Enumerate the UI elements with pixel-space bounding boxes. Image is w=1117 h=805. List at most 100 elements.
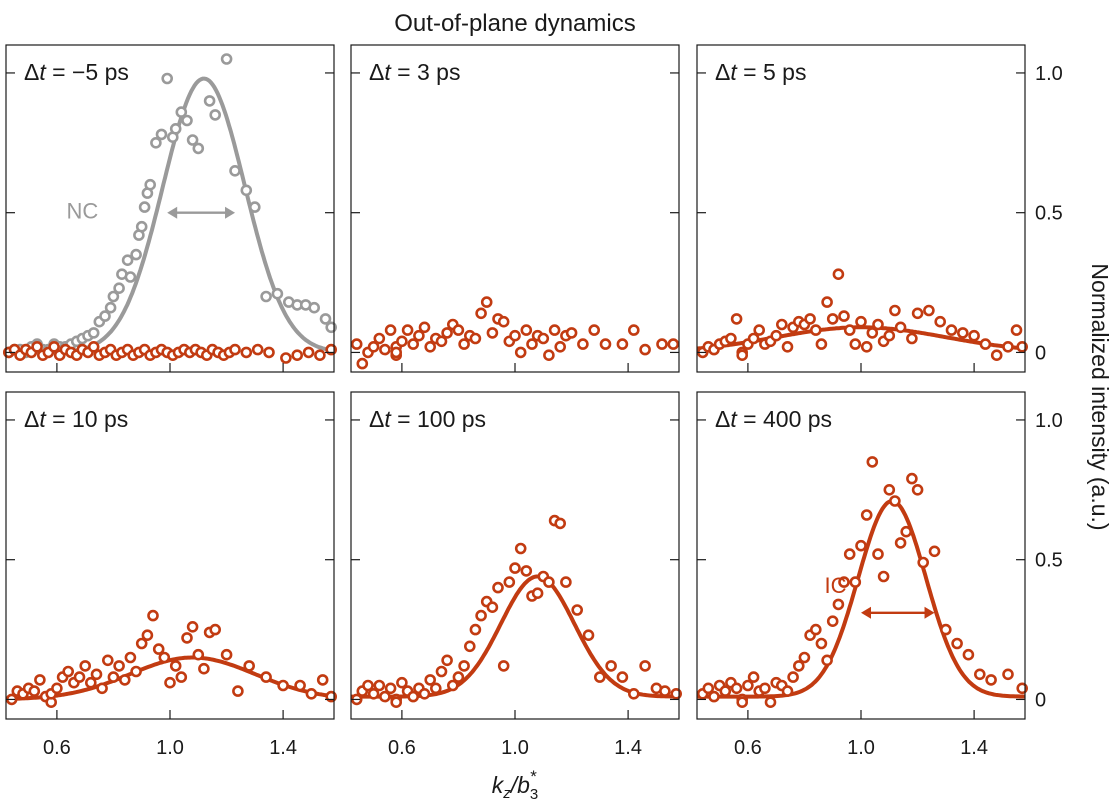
data-point [99,310,111,322]
data-point [186,134,199,146]
data-point [781,340,794,353]
data-point [492,581,504,594]
data-point [826,615,839,628]
data-point [124,651,137,664]
data-point [79,660,91,672]
x-tick-label: 0.6 [734,737,762,759]
data-point [418,321,431,334]
x-tick-label: 1.0 [501,737,529,759]
data-point [906,332,918,345]
data-point [192,142,205,155]
panel-label-t: t [730,406,738,432]
data-point [169,123,182,135]
data-point [119,674,131,686]
data-point [889,304,901,317]
data-point [104,301,117,314]
data-point [753,324,766,336]
data-point [934,315,947,328]
data-point [203,95,216,107]
data-point [588,324,601,336]
data-point [1002,668,1014,681]
data-point [384,682,397,695]
data-point [198,662,210,675]
data-point [407,338,420,350]
data-point [62,665,74,678]
data-point [973,668,986,681]
data-point [271,287,284,300]
y-axis-label: Normalized intensity (a.u.) [1087,263,1113,530]
data-point [815,637,828,650]
data-point [413,329,425,342]
panel-label-delta: Δ [369,406,384,432]
data-point [565,327,578,339]
data-point [229,165,241,177]
panel-label-value: −5 ps [72,59,129,85]
data-point [894,321,907,334]
data-point [452,324,465,336]
panel-label: Δt = 400 ps [715,406,832,432]
data-point [350,338,363,350]
arrow-head-right [225,206,236,219]
data-point [821,296,833,308]
arrow-head-left [861,606,871,619]
data-point [469,623,482,636]
data-point [838,310,850,322]
annotation-label: NC [66,198,98,223]
data-point [883,483,896,496]
data-point [809,324,822,336]
panel-label: Δt = 100 ps [369,406,486,432]
panel-6: IC 0 0.5 1.0 0.6 1.0 1.4 Δt = 400 ps [696,391,1063,759]
data-point [152,643,165,655]
data-point [164,676,176,689]
data-point [356,357,369,370]
x-axis-label-slash-b: /b [509,772,530,798]
data-point [985,674,997,686]
data-point [291,349,304,362]
data-point [181,632,193,644]
data-point [141,629,154,642]
y-tick-label: 1.0 [1035,410,1063,432]
data-point [475,609,487,622]
data-point [764,696,777,709]
data-point [367,340,380,353]
data-point [87,327,100,339]
data-point [866,327,879,339]
panel-label-value: 3 ps [417,59,460,85]
figure-title: Out-of-plane dynamics [394,10,635,37]
data-point [130,248,142,261]
data-point [107,290,120,303]
data-point [775,318,788,331]
data-point [554,340,567,353]
data-point [31,340,43,353]
data-point [28,685,41,697]
data-point [138,201,151,213]
data-point [990,349,1003,362]
data-point [560,576,572,588]
data-point [639,343,651,356]
data-point [469,332,482,345]
data-point [135,637,148,650]
x-tick-label: 1.0 [847,737,875,759]
data-point [787,671,799,683]
data-point [418,687,431,700]
data-point [90,668,103,681]
data-point [96,682,108,695]
data-point [520,565,533,577]
data-point [424,340,437,353]
data-point [144,178,156,191]
data-point [571,604,584,616]
data-point [308,301,321,314]
panel-label-equals: = [737,59,763,85]
data-point [435,335,448,348]
data-point [390,346,403,359]
data-point [263,346,275,359]
data-point [543,349,555,362]
panel-label: Δt = 3 ps [369,59,460,85]
x-tick-label: 1.0 [156,737,184,759]
x-axis-label-k: k [492,772,505,798]
data-point [379,343,391,356]
data-point [860,340,873,353]
data-point [367,687,380,700]
data-point [939,623,952,636]
panel-4: 0.6 1.0 1.4 Δt = 10 ps [5,391,338,759]
